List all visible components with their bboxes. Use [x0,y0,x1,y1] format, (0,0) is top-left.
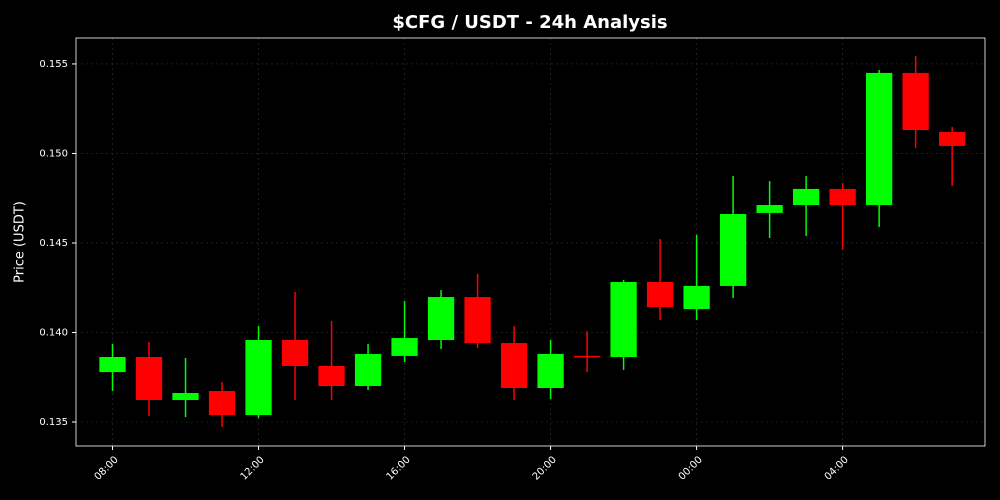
chart-title: $CFG / USDT - 24h Analysis [392,12,667,33]
candle-body [792,188,820,206]
candle-body [245,340,272,416]
candle-body [646,282,674,308]
candle-body [391,338,418,356]
candle-body [537,353,564,388]
candle-body [865,72,893,206]
candle-body [939,131,966,146]
y-axis-label: Price (USDT) [13,201,28,283]
x-tick-label: 00:00 [677,454,705,482]
candle-body [281,340,309,366]
x-tick-label: 04:00 [823,454,851,482]
candle-body [354,353,382,387]
candle-body [99,357,126,373]
y-tick-label: 0.145 [39,238,68,249]
candle-body [719,213,747,286]
candle-body [135,357,163,400]
candle-body [500,343,528,388]
candle-body [464,297,491,344]
x-tick-label: 16:00 [385,454,413,482]
x-tick-label: 08:00 [93,454,121,482]
x-tick-label: 20:00 [531,454,559,482]
candle-body [829,188,856,206]
plot-frame [75,37,986,447]
candle-body [756,205,783,213]
candle-body [683,285,710,310]
candle-body [427,297,455,341]
candle-body [610,282,637,358]
candle-body [573,355,601,358]
candle-body [172,393,199,400]
y-tick-label: 0.155 [39,59,68,70]
x-tick-label: 12:00 [239,454,267,482]
candle-body [902,72,929,131]
candle-body [208,391,236,416]
y-tick-label: 0.150 [39,148,68,159]
y-tick-label: 0.140 [39,327,68,338]
candle-body [318,365,345,387]
y-tick-label: 0.135 [39,417,68,428]
